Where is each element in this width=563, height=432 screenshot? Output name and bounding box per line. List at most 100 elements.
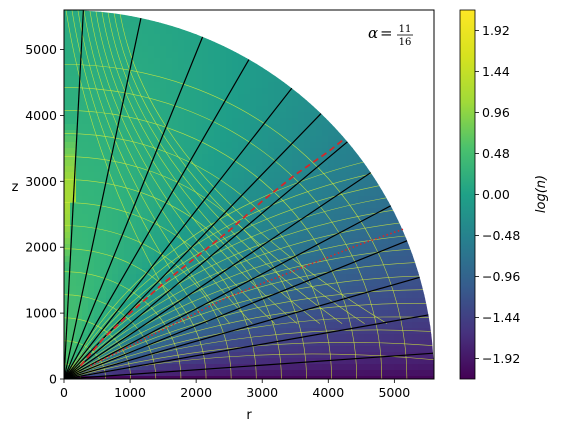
heatmap-cell [148, 166, 155, 173]
heatmap-cell [160, 136, 167, 143]
heatmap-cell [94, 106, 101, 113]
heatmap-cell [304, 100, 311, 107]
contour-arc [64, 294, 157, 379]
heatmap-cell [172, 142, 179, 149]
heatmap-cell [160, 340, 167, 347]
heatmap-cell [226, 370, 233, 377]
heatmap-cell [340, 364, 347, 371]
heatmap-cell [130, 196, 137, 203]
heatmap-cell [118, 286, 125, 293]
heatmap-cell [286, 358, 293, 365]
heatmap-cell [196, 70, 203, 77]
heatmap-cell [256, 220, 263, 227]
heatmap-cell [304, 340, 311, 347]
heatmap-cell [100, 310, 107, 317]
heatmap-cell [286, 340, 293, 347]
heatmap-cell [238, 118, 245, 125]
heatmap-cell [316, 364, 323, 371]
heatmap-cell [418, 280, 425, 287]
heatmap-cell [424, 370, 431, 377]
heatmap-cell [400, 268, 407, 275]
heatmap-cell [166, 178, 173, 185]
heatmap-cell [304, 196, 311, 203]
heatmap-cell [364, 244, 371, 251]
heatmap-cell [262, 256, 269, 263]
heatmap-cell [424, 292, 431, 299]
heatmap-cell [154, 22, 161, 29]
heatmap-cell [112, 82, 119, 89]
heatmap-cell [328, 352, 335, 359]
heatmap-cell [130, 292, 137, 299]
heatmap-cell [178, 94, 185, 101]
heatmap-cell [370, 256, 377, 263]
heatmap-cell [76, 292, 83, 299]
heatmap-cell [76, 220, 83, 227]
heatmap-cell [268, 196, 275, 203]
heatmap-cell [298, 166, 305, 173]
heatmap-cell [82, 244, 89, 251]
contour-arc [64, 271, 182, 379]
heatmap-cell [406, 292, 413, 299]
heatmap-cell [352, 304, 359, 311]
heatmap-cell [100, 226, 107, 233]
heatmap-cell [286, 238, 293, 245]
heatmap-cell [136, 34, 143, 41]
heatmap-cell [166, 190, 173, 197]
heatmap-cell [172, 40, 179, 47]
heatmap-cell [172, 28, 179, 35]
heatmap-cell [124, 208, 131, 215]
heatmap-cell [220, 298, 227, 305]
heatmap-cell [376, 334, 383, 341]
heatmap-cell [274, 244, 281, 251]
heatmap-cell [70, 346, 77, 353]
heatmap-cell [208, 190, 215, 197]
heatmap-cell [184, 100, 191, 107]
heatmap-cell [346, 268, 353, 275]
heatmap-cell [160, 76, 167, 83]
heatmap-cell [208, 244, 215, 251]
heatmap-cell [166, 208, 173, 215]
heatmap-cell [178, 316, 185, 323]
heatmap-cell [358, 220, 365, 227]
heatmap-cell [322, 166, 329, 173]
heatmap-cell [88, 220, 95, 227]
heatmap-cell [244, 232, 251, 239]
heatmap-cell [298, 268, 305, 275]
heatmap-cell [196, 316, 203, 323]
heatmap-cell [64, 52, 71, 59]
heatmap-cell [112, 22, 119, 29]
heatmap-cell [262, 76, 269, 83]
heatmap-cell [190, 244, 197, 251]
heatmap-cell [214, 274, 221, 281]
heatmap-cell [388, 280, 395, 287]
heatmap-cell [178, 46, 185, 53]
heatmap-cell [250, 70, 257, 77]
heatmap-cell [238, 76, 245, 83]
heatmap-cell [106, 334, 113, 341]
heatmap-cell [364, 220, 371, 227]
heatmap-cell [88, 202, 95, 209]
heatmap-cell [388, 202, 395, 209]
heatmap-cell [238, 220, 245, 227]
heatmap-cell [328, 262, 335, 269]
heatmap-cell [340, 166, 347, 173]
heatmap-cell [358, 148, 365, 155]
heatmap-cell [232, 370, 239, 377]
heatmap-cell [148, 16, 155, 23]
heatmap-cell [118, 58, 125, 65]
heatmap-cell [202, 370, 209, 377]
heatmap-cell [346, 376, 353, 379]
heatmap-cell [196, 184, 203, 191]
heatmap-cell [280, 220, 287, 227]
heatmap-cell [256, 202, 263, 209]
heatmap-cell [232, 298, 239, 305]
heatmap-cell [124, 268, 131, 275]
heatmap-cell [346, 340, 353, 347]
heatmap-cell [400, 376, 407, 379]
heatmap-cell [88, 136, 95, 143]
field-line [64, 10, 85, 379]
heatmap-cell [334, 196, 341, 203]
heatmap-cell [190, 208, 197, 215]
heatmap-cell [100, 22, 107, 29]
heatmap-cell [124, 226, 131, 233]
